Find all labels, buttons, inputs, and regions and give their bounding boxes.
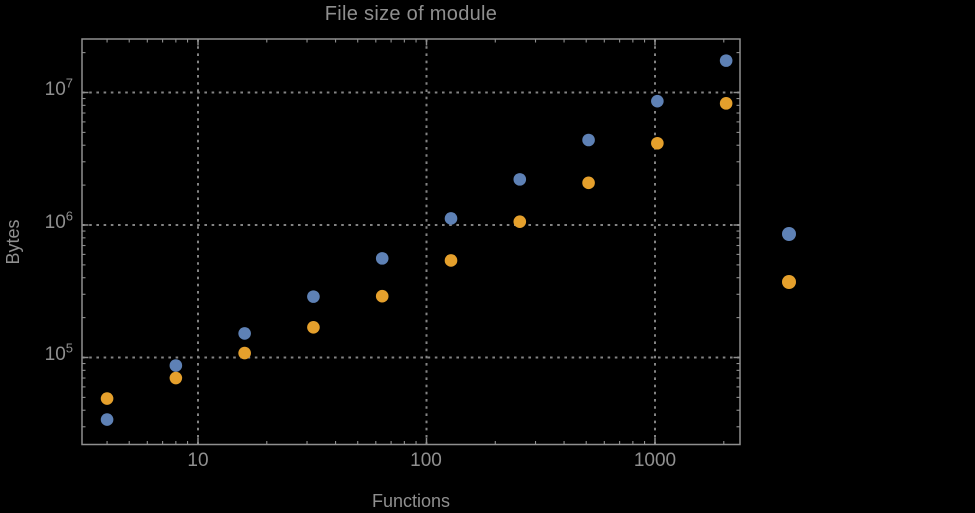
y-tick-exponent: 7 (65, 75, 73, 91)
y-tick-base: 10 (44, 79, 66, 100)
data-point-blue-x128 (444, 212, 458, 225)
data-point-blue-x64 (375, 252, 389, 265)
y-tick-base: 10 (44, 212, 66, 233)
data-point-orange-x16 (238, 346, 251, 360)
data-point-orange-x2048 (719, 97, 733, 110)
data-point-orange-x32 (307, 321, 320, 334)
data-point-blue-x16 (238, 327, 251, 340)
data-point-blue-x1024 (651, 94, 664, 108)
data-point-orange-x512 (582, 176, 595, 190)
y-tick-exponent: 6 (65, 208, 73, 224)
y-tick-label-1e6: 106 (28, 208, 73, 235)
x-tick-label-10: 10 (187, 450, 209, 471)
plot-frame (81, 38, 741, 446)
y-tick-base: 10 (44, 344, 66, 365)
data-point-orange-x8 (169, 371, 183, 385)
data-point-blue-x256 (513, 173, 527, 186)
data-point-orange-x1024 (651, 136, 664, 150)
legend-marker-blue (782, 227, 796, 241)
x-tick-label-100: 100 (410, 450, 442, 471)
data-point-blue-x8 (169, 359, 183, 372)
y-axis-label: Bytes (3, 219, 23, 265)
data-point-blue-x4 (100, 413, 114, 426)
x-tick-label-1000: 1000 (633, 450, 677, 471)
data-point-blue-x512 (582, 133, 595, 147)
x-axis-label: Functions (371, 491, 451, 511)
legend-marker-orange (782, 275, 796, 289)
data-point-blue-x2048 (719, 54, 733, 67)
chart-title: File size of module (324, 3, 498, 25)
data-point-orange-x256 (513, 215, 527, 228)
y-tick-exponent: 5 (65, 340, 73, 356)
y-tick-label-1e7: 107 (28, 75, 73, 102)
data-point-orange-x128 (444, 254, 458, 267)
data-point-blue-x32 (307, 290, 320, 303)
y-tick-label-1e5: 105 (28, 340, 73, 367)
data-point-orange-x4 (100, 392, 114, 405)
data-point-orange-x64 (375, 289, 389, 303)
